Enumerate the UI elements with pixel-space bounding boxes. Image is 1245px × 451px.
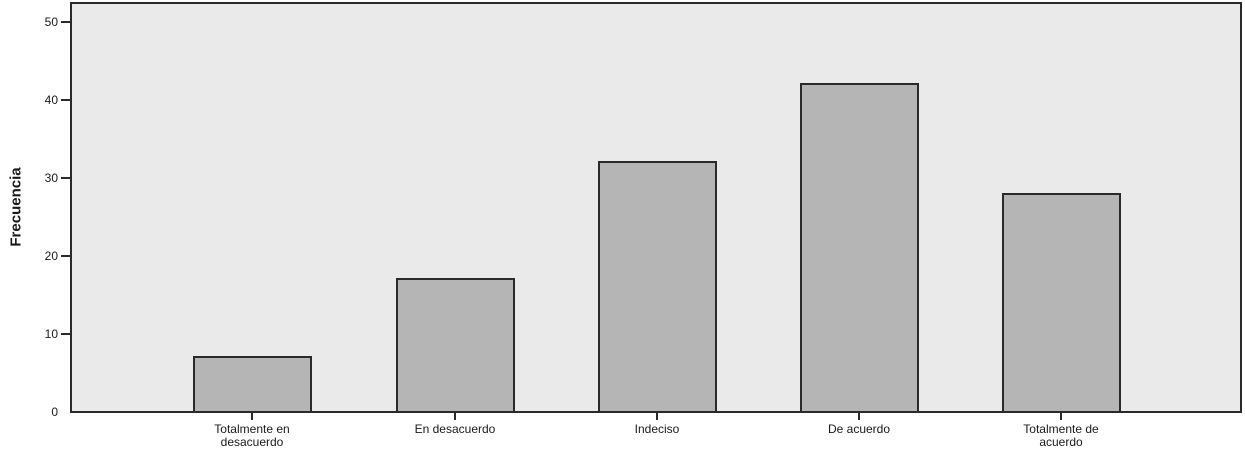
x-tick-mark-4: [1060, 413, 1062, 420]
y-tick-label-30: 30: [44, 171, 58, 185]
y-tick-label-0: 0: [51, 405, 58, 419]
y-tick-label-40: 40: [44, 93, 58, 107]
bar-1: [395, 278, 515, 411]
y-tick-label-10: 10: [44, 327, 58, 341]
x-tick-label-2: Indeciso: [634, 422, 680, 436]
bar-0: [192, 356, 312, 411]
bar-3: [799, 83, 919, 411]
bar-2: [597, 161, 717, 411]
x-tick-mark-3: [858, 413, 860, 420]
y-tick-label-50: 50: [44, 15, 58, 29]
y-tick-mark-40: [61, 99, 70, 101]
x-tick-label-0: Totalmente en desacuerdo: [214, 422, 290, 449]
y-tick-mark-10: [61, 333, 70, 335]
x-tick-mark-0: [251, 413, 253, 420]
y-tick-label-20: 20: [44, 249, 58, 263]
y-axis-title: Frecuencia: [7, 167, 25, 247]
x-tick-mark-1: [454, 413, 456, 420]
x-tick-label-1: En desacuerdo: [414, 422, 496, 436]
x-tick-label-3: De acuerdo: [827, 422, 891, 436]
y-tick-mark-30: [61, 177, 70, 179]
x-tick-mark-2: [656, 413, 658, 420]
y-tick-mark-20: [61, 255, 70, 257]
y-tick-mark-50: [61, 21, 70, 23]
plot-area: [70, 2, 1242, 413]
bar-4: [1001, 193, 1121, 411]
x-tick-label-4: Totalmente de acuerdo: [1023, 422, 1099, 449]
